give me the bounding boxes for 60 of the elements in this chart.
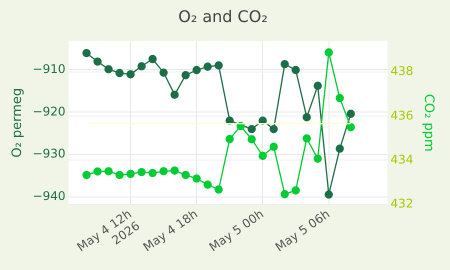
- point: [137, 62, 146, 70]
- point: [214, 61, 223, 70]
- point: [302, 134, 311, 143]
- y-tick-label: −920: [32, 104, 66, 118]
- point: [181, 71, 190, 80]
- point: [126, 70, 135, 78]
- point: [148, 168, 157, 178]
- point: [115, 68, 124, 78]
- point: [314, 154, 322, 163]
- y-axis-title: O₂ permeg: [10, 88, 26, 158]
- point: [280, 60, 289, 68]
- y-tick-label: −940: [32, 189, 66, 204]
- point: [270, 142, 278, 151]
- point: [148, 54, 157, 64]
- x-tick-label: May 4 18h: [140, 206, 200, 254]
- point: [280, 190, 289, 198]
- point: [104, 167, 113, 176]
- point: [336, 144, 344, 153]
- x-tick-label: May 5 06h: [272, 206, 332, 254]
- point: [324, 190, 333, 199]
- y2-tick-label: 438: [390, 64, 414, 78]
- point: [159, 68, 168, 77]
- point: [181, 170, 190, 180]
- point: [192, 174, 201, 183]
- point: [292, 66, 300, 74]
- y2-axis-title: CO₂ ppm: [420, 94, 436, 152]
- point: [93, 57, 102, 66]
- point: [170, 90, 179, 99]
- point: [226, 134, 234, 144]
- y-tick-label: −910: [32, 62, 66, 76]
- point: [170, 166, 179, 175]
- point: [93, 167, 102, 176]
- point: [204, 62, 212, 71]
- point: [336, 94, 344, 102]
- y2-tick-label: 432: [390, 196, 414, 210]
- point: [258, 152, 267, 160]
- point: [104, 65, 113, 74]
- point: [248, 135, 256, 144]
- point: [82, 48, 91, 58]
- point: [346, 110, 355, 118]
- y2-tick-label: 436: [390, 108, 414, 122]
- point: [137, 168, 146, 176]
- point: [115, 170, 124, 180]
- point: [270, 124, 278, 134]
- x-tick-label: May 5 00h: [206, 206, 266, 254]
- point: [82, 170, 91, 180]
- point: [302, 113, 311, 122]
- y2-tick-label: 434: [390, 152, 414, 166]
- point: [324, 48, 333, 57]
- point: [314, 82, 322, 90]
- point: [292, 186, 300, 195]
- point: [248, 124, 256, 134]
- point: [159, 167, 168, 176]
- point: [192, 66, 201, 74]
- point: [214, 185, 223, 194]
- point: [204, 180, 212, 189]
- point: [126, 170, 135, 178]
- chart-title: O₂ and CO₂: [178, 6, 268, 26]
- point: [346, 123, 355, 132]
- y-tick-label: −930: [32, 146, 66, 161]
